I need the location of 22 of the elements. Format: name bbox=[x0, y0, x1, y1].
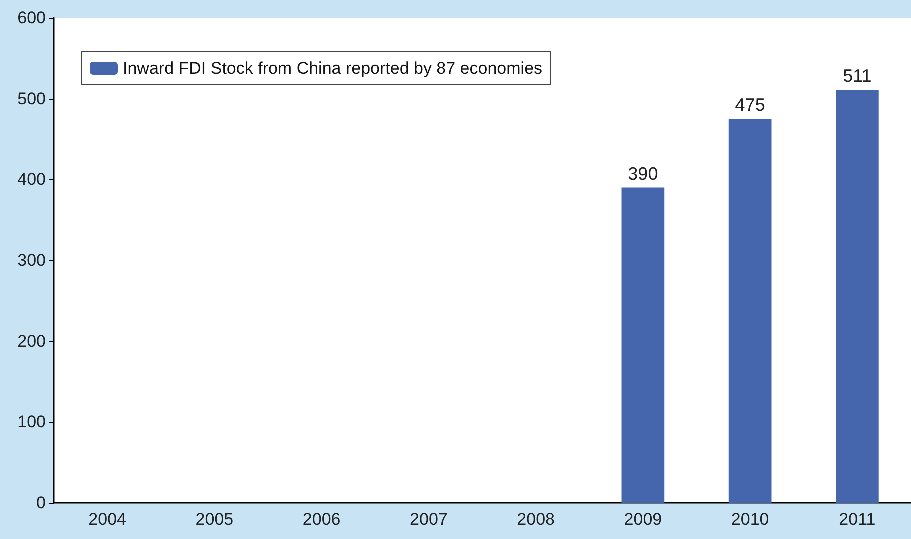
y-tick-label: 0 bbox=[36, 494, 46, 512]
x-tick-label: 2006 bbox=[302, 510, 341, 529]
y-tick-label: 600 bbox=[18, 8, 46, 28]
x-tick-label: 2007 bbox=[410, 510, 448, 529]
y-tick-label: 100 bbox=[18, 412, 46, 432]
y-tick-label: 300 bbox=[18, 251, 46, 270]
x-tick-label: 2008 bbox=[517, 510, 555, 529]
x-tick-label: 2004 bbox=[88, 510, 126, 529]
bar bbox=[728, 119, 772, 503]
legend-label: Inward FDI Stock from China reported by 87 economies bbox=[123, 59, 543, 78]
data-label: 475 bbox=[735, 95, 766, 116]
bar bbox=[622, 188, 665, 503]
x-tick-label: 2010 bbox=[731, 510, 770, 529]
y-tick-label: 400 bbox=[18, 170, 46, 190]
bar bbox=[836, 90, 879, 503]
x-tick-label: 2011 bbox=[839, 510, 876, 529]
x-tick-label: 2005 bbox=[196, 510, 234, 529]
data-label: 511 bbox=[843, 66, 872, 86]
y-tick-label: 500 bbox=[18, 89, 46, 108]
data-label: 390 bbox=[628, 164, 658, 184]
x-tick-label: 2009 bbox=[624, 510, 662, 529]
y-tick-label: 200 bbox=[18, 332, 46, 351]
